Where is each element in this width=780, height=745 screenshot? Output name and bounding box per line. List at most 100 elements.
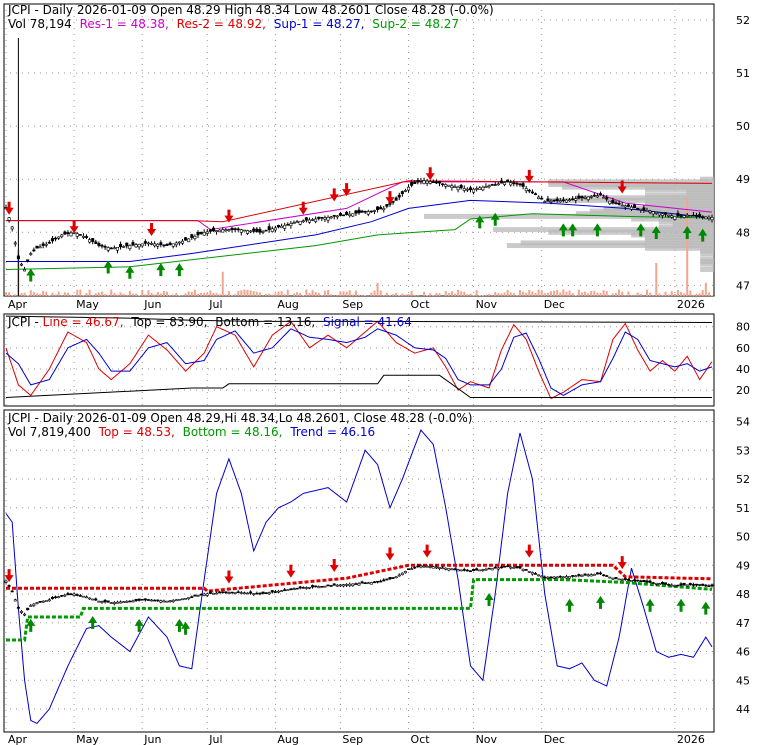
price-bar-body — [642, 207, 646, 211]
volume-bar — [243, 289, 246, 296]
trend-price-bar-body — [283, 589, 287, 591]
price-bar-body — [125, 242, 129, 247]
price-bar-body — [273, 227, 277, 231]
volume-bar — [45, 291, 48, 296]
volume-bar — [308, 292, 311, 296]
volume-bar — [221, 271, 224, 296]
volume-profile-bar — [700, 258, 714, 264]
price-bar-body — [623, 205, 627, 208]
sup2-label: Sup-2 = 48.27 — [372, 17, 459, 31]
volume-profile-bar — [548, 179, 714, 185]
trend-legend: Vol 7,819,400 Top = 48.53, Bottom = 48.1… — [8, 425, 375, 439]
trend-price-bar-body — [583, 573, 587, 576]
volume-bar — [453, 293, 456, 296]
trend-price-bar-body — [589, 574, 593, 577]
price-bar-body — [490, 184, 494, 186]
trend-price-bar-body — [311, 585, 315, 588]
price-bar-body — [115, 247, 119, 251]
volume-bar — [512, 293, 515, 296]
trend-price-bar-body — [422, 565, 426, 568]
res2-label: Res-2 = 48.92, — [177, 17, 266, 31]
trend-price-bar-body — [394, 576, 398, 579]
trend-buy-arrow-icon — [88, 616, 98, 629]
trend-price-bar-body — [332, 583, 336, 586]
volume-bar — [605, 291, 608, 296]
volume-profile-bar — [575, 195, 714, 201]
trend-price-bar-body — [400, 572, 404, 576]
price-bar-body — [131, 242, 135, 246]
volume-bar — [463, 291, 466, 296]
price-bar-body — [691, 214, 695, 217]
trend-price-bar-body — [425, 565, 429, 568]
volume-bar — [8, 292, 11, 296]
trend-buy-arrow-icon — [484, 593, 494, 606]
volume-bar — [190, 291, 193, 296]
trend-price-bar-body — [481, 569, 485, 571]
trend-price-bar-body — [639, 580, 643, 582]
trend-price-bar-body — [323, 585, 327, 588]
trend-price-bar-body — [580, 575, 584, 577]
trend-price-bar-body — [119, 601, 123, 604]
price-bar-body — [518, 183, 522, 186]
sell-arrow-icon — [298, 201, 308, 215]
price-bar-body — [496, 183, 500, 186]
volume-bar — [110, 289, 113, 296]
price-bar-body — [503, 182, 507, 185]
trend-buy-arrow-icon — [596, 595, 606, 609]
trend-x-tick-label: Dec — [544, 733, 565, 745]
trend-price-bar-body — [13, 599, 17, 602]
price-bar-body — [605, 197, 609, 200]
price-bar-body — [617, 202, 621, 205]
price-bar-body — [335, 215, 339, 218]
price-bar-body — [422, 180, 426, 184]
trend-price-bar-body — [97, 600, 101, 603]
volume-bar — [630, 294, 633, 296]
volume-bar — [426, 295, 429, 296]
trend-title: JCPI - Daily 2026-01-09 Open 48.29,Hi 48… — [7, 411, 473, 425]
trend-price-bar-body — [657, 583, 661, 586]
price-bar-body — [701, 216, 705, 218]
volume-bar — [655, 263, 658, 296]
trend-price-bar-body — [162, 600, 166, 603]
price-bar-body — [651, 211, 655, 215]
price-bar-body — [509, 182, 513, 186]
trend-price-bar-body — [35, 602, 39, 604]
volume-bar — [169, 295, 172, 296]
price-x-tick-label: Jul — [208, 298, 222, 311]
volume-bar — [144, 294, 147, 296]
trend-price-bar-body — [29, 605, 33, 607]
price-bar-body — [450, 185, 454, 188]
price-bar-body — [119, 243, 123, 248]
res1-line — [6, 181, 713, 231]
trend-buy-arrow-icon — [676, 598, 686, 612]
volume-bar — [286, 289, 289, 296]
volume-bar — [376, 282, 379, 296]
trend-x-tick-label: Aug — [277, 733, 298, 745]
sell-arrow-icon — [385, 191, 395, 205]
price-bar-body — [69, 232, 73, 237]
volume-bar — [172, 294, 175, 296]
price-bar-body — [140, 243, 144, 247]
trend-signal-arrows — [4, 544, 711, 635]
trend-panel: 54 53 52 51 50 49 48 47 46 45 44 Apr May Jun Jul Aug Se… — [3, 409, 750, 745]
trend-price-bar-body — [376, 580, 380, 583]
volume-bar — [196, 293, 199, 296]
trend-price-bar-body — [115, 601, 119, 604]
trend-tick-label: 53 — [736, 444, 750, 457]
price-bar-body — [156, 243, 160, 247]
volume-bar — [540, 290, 543, 296]
price-bar-body — [592, 194, 596, 197]
trend-price-bar-body — [555, 576, 559, 579]
trend-price-bar-body — [447, 568, 451, 571]
price-bar-body — [60, 234, 64, 238]
trend-price-bar-body — [558, 575, 562, 578]
price-bar-body — [351, 213, 355, 217]
volume-bar — [373, 290, 376, 296]
price-bar-body — [255, 228, 259, 233]
stochastic-panel: 80 60 40 20 JCPI - Line = 46.67, Top = 83.9… — [3, 313, 750, 407]
price-bar-body — [614, 202, 618, 205]
buy-arrow-icon — [490, 212, 500, 226]
price-bar-body — [292, 222, 296, 225]
trend-sell-arrow-icon — [524, 544, 534, 558]
price-bar-body — [608, 200, 612, 204]
